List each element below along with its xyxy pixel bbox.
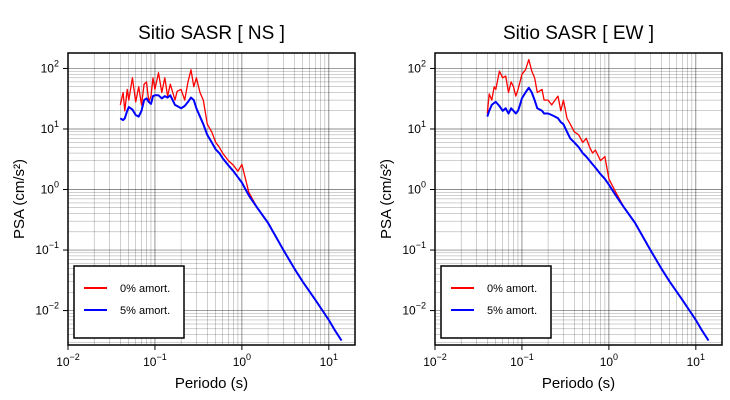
plot-frame xyxy=(434,52,723,346)
chart-title: Sitio SASR [ NS ] xyxy=(138,23,285,44)
x-tick-label: 10−1 xyxy=(510,352,534,369)
y-axis-label: PSA (cm/s²) xyxy=(11,159,28,239)
chart-panel-2: 10−2 10−1 100 101 10−2 10−1 100 101 102 Sitio SAS… xyxy=(378,23,723,392)
x-tick-label: 101 xyxy=(687,352,705,369)
y-tick-label: 101 xyxy=(408,119,426,136)
y-tick-label: 101 xyxy=(41,119,59,136)
legend: 0% amort. 5% amort. xyxy=(440,265,552,339)
legend-label: 0% amort. xyxy=(487,283,537,295)
y-tick-label: 10−2 xyxy=(402,301,426,318)
x-tick-label: 10−1 xyxy=(143,352,167,369)
plot-frame xyxy=(67,52,356,346)
x-tick-label: 100 xyxy=(233,352,251,369)
series-line-damped xyxy=(119,94,343,342)
x-tick-label: 10−2 xyxy=(56,352,80,369)
x-tick-label: 10−2 xyxy=(423,352,447,369)
y-tick-label: 10−2 xyxy=(35,301,59,318)
chart-title: Sitio SASR [ EW ] xyxy=(503,23,654,44)
y-tick-label: 102 xyxy=(408,58,426,75)
chart-panel-1: 10−2 10−1 100 101 10−2 10−1 100 101 102 Sitio SAS… xyxy=(11,23,356,392)
legend-label: 5% amort. xyxy=(120,305,170,317)
y-tick-label: 10−1 xyxy=(35,240,59,257)
x-axis-label: Periodo (s) xyxy=(175,375,248,392)
x-tick-label: 101 xyxy=(320,352,338,369)
y-tick-label: 102 xyxy=(41,58,59,75)
y-axis-label: PSA (cm/s²) xyxy=(378,159,395,239)
legend-box xyxy=(440,265,552,339)
x-axis-label: Periodo (s) xyxy=(542,375,615,392)
legend: 0% amort. 5% amort. xyxy=(73,265,185,339)
y-tick-label: 10−1 xyxy=(402,240,426,257)
series-line-damped xyxy=(486,86,710,342)
legend-label: 5% amort. xyxy=(487,305,537,317)
legend-label: 0% amort. xyxy=(120,283,170,295)
y-tick-label: 100 xyxy=(408,180,426,197)
legend-box xyxy=(73,265,185,339)
y-tick-label: 100 xyxy=(41,180,59,197)
x-tick-label: 100 xyxy=(600,352,618,369)
